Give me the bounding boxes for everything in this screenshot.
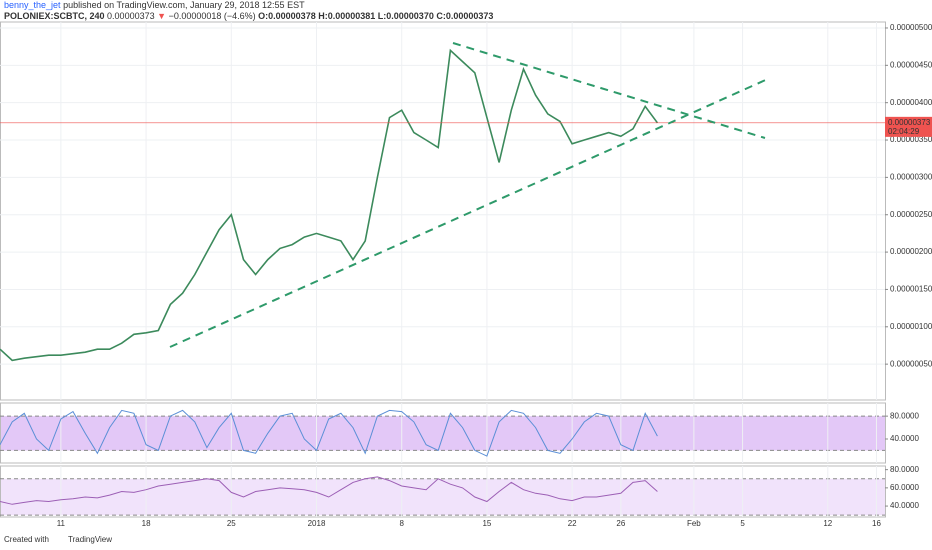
y-tick-label: 0.00000250: [890, 210, 932, 219]
last: 0.00000373: [107, 11, 155, 21]
pane-border: [0, 21, 886, 401]
header-line-1: benny_the_jet published on TradingView.c…: [4, 0, 305, 10]
x-tick-label: Feb: [687, 519, 701, 528]
change: −0.00000018 (−4.6%): [169, 11, 256, 21]
high: H:0.00000381: [318, 11, 375, 21]
plot-area: 0.00000050 0.00000100 0.00000150 0.00000200…: [0, 21, 932, 528]
y-tick-label: 0.00000050: [890, 359, 932, 368]
y-tick-label: 80.0000: [890, 411, 919, 420]
y-tick-label: 0.00000200: [890, 247, 932, 256]
x-tick-label: 11: [57, 519, 66, 528]
symbol: POLONIEX:SCBTC, 240: [4, 11, 105, 21]
y-tick-label: 0.00000350: [890, 135, 932, 144]
series-line: [0, 48, 659, 362]
series-line: [0, 409, 658, 457]
footer-brand[interactable]: TradingView: [68, 535, 112, 544]
x-tick-label: 5: [740, 519, 745, 528]
x-tick-label: 25: [227, 519, 236, 528]
y-tick-label: 60.0000: [890, 483, 919, 492]
y-tick-label: 0.00000150: [890, 285, 932, 294]
pane-border: [0, 465, 886, 518]
pane-border: [0, 402, 886, 464]
series-line: [0, 476, 658, 505]
published: published on TradingView.com, January 29…: [63, 0, 305, 10]
price-box: [885, 116, 932, 137]
author[interactable]: benny_the_jet: [4, 0, 61, 10]
x-tick-label: 8: [399, 519, 404, 528]
open: O:0.00000378: [258, 11, 316, 21]
trend-line: [169, 77, 771, 348]
x-tick-label: 18: [142, 519, 151, 528]
close: C:0.00000373: [436, 11, 493, 21]
x-tick-label: 2018: [308, 519, 326, 528]
x-tick-label: 22: [568, 519, 577, 528]
y-tick-label: 0.00000450: [890, 60, 932, 69]
x-tick-label: 12: [823, 519, 832, 528]
y-tick-label: 0.00000500: [890, 23, 932, 32]
trend-line: [452, 42, 766, 139]
y-tick-label: 0.00000400: [890, 98, 932, 107]
arrow: ▼: [157, 11, 166, 21]
x-tick-label: 16: [872, 519, 881, 528]
x-tick-label: 15: [482, 519, 491, 528]
footer-created: Created with: [4, 535, 49, 544]
y-tick-label: 40.0000: [890, 434, 919, 443]
band: [1, 478, 885, 516]
y-tick-label: 0.00000100: [890, 322, 932, 331]
y-tick-label: 80.0000: [890, 465, 919, 474]
y-tick-label: 40.0000: [890, 501, 919, 510]
band: [1, 416, 885, 451]
price-label: 0.00000373: [888, 118, 931, 127]
header-line-2: POLONIEX:SCBTC, 240 0.00000373 ▼ −0.0000…: [4, 11, 493, 21]
x-tick-label: 26: [616, 519, 625, 528]
low: L:0.00000370: [378, 11, 434, 21]
y-tick-label: 0.00000300: [890, 172, 932, 181]
countdown: 02:04:29: [888, 127, 920, 136]
